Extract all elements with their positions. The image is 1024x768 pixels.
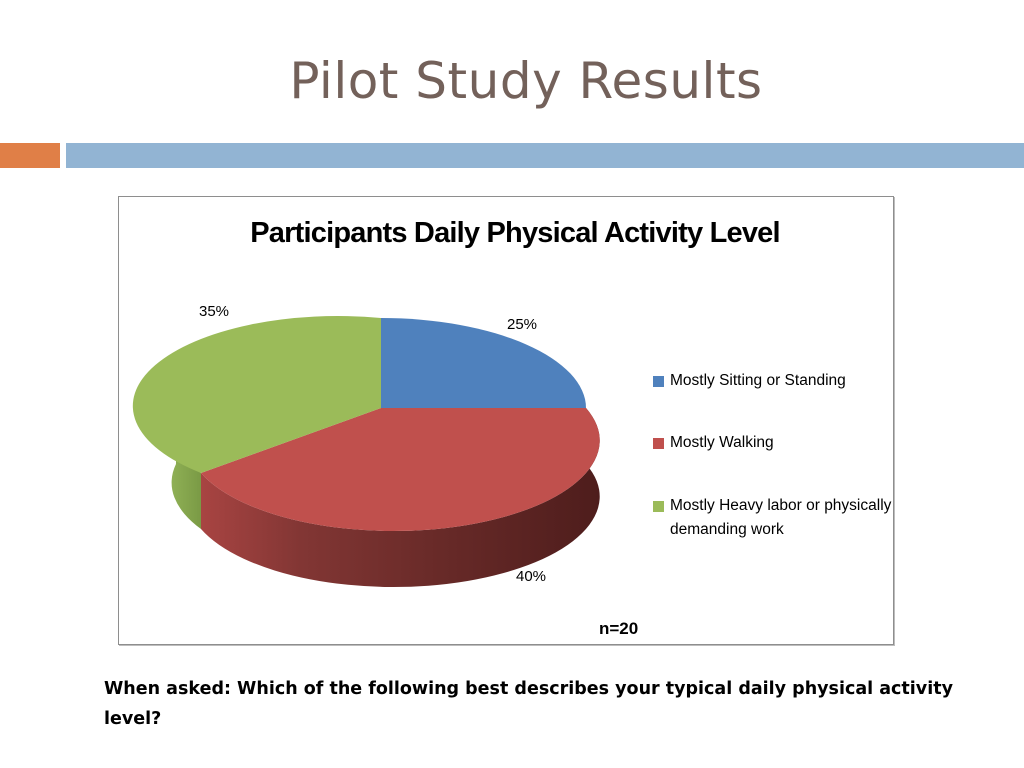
legend-label: Mostly Walking bbox=[670, 434, 774, 451]
pie-slice-green bbox=[132, 315, 381, 473]
chart-title: Participants Daily Physical Activity Lev… bbox=[250, 217, 780, 249]
legend-label: Mostly Sitting or Standing bbox=[670, 372, 846, 389]
pie-slice-red bbox=[201, 408, 600, 532]
pie-label-green: 35% bbox=[199, 303, 230, 320]
legend-swatch-green bbox=[653, 501, 664, 512]
chart-frame: Participants Daily Physical Activity Lev… bbox=[118, 196, 894, 645]
pie-side-green bbox=[171, 408, 201, 529]
pie-label-red: 40% bbox=[516, 568, 547, 585]
pie-label-blue: 25% bbox=[507, 316, 538, 333]
pie-side-red bbox=[201, 408, 600, 588]
survey-question-caption: When asked: Which of the following best … bbox=[104, 679, 953, 729]
legend-swatch-blue bbox=[653, 376, 664, 387]
accent-bar-orange bbox=[0, 143, 60, 168]
accent-bar-blue bbox=[66, 143, 1024, 168]
legend-label: Mostly Heavy labor or physically demandi… bbox=[670, 497, 892, 538]
sample-size-label: n=20 bbox=[599, 619, 639, 638]
legend-swatch-red bbox=[653, 438, 664, 449]
pie-slice-blue bbox=[381, 318, 586, 408]
slide-title: Pilot Study Results bbox=[289, 52, 763, 110]
pie-chart bbox=[132, 315, 600, 588]
